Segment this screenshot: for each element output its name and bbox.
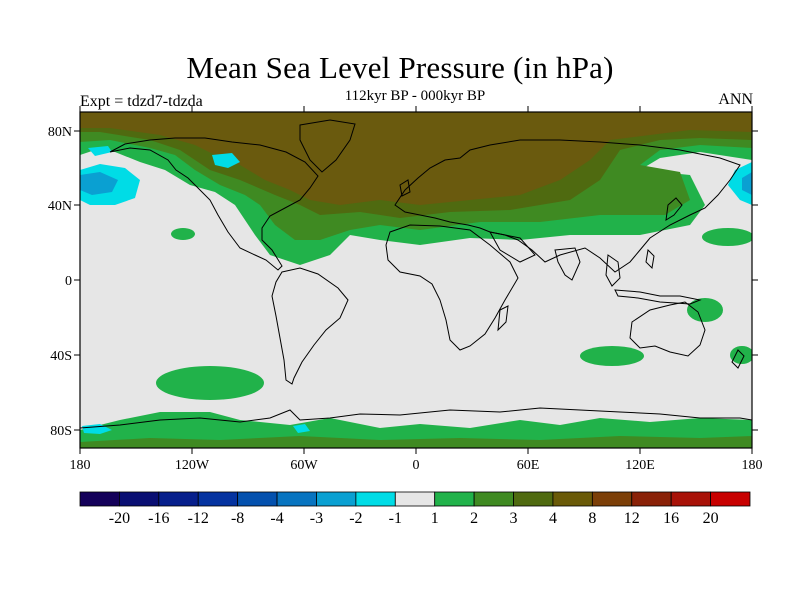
lat-axis: [74, 130, 758, 431]
colorbar-swatch: [237, 491, 278, 507]
map-title: Mean Sea Level Pressure (in hPa): [186, 50, 614, 85]
eurasia-coast: [394, 139, 741, 273]
colorbar-label: -20: [109, 510, 130, 527]
colorbar-label: -1: [389, 510, 402, 527]
colorbar-swatch: [552, 491, 593, 507]
colorbar-swatch: [158, 491, 199, 507]
colorbar-swatch: [394, 491, 436, 507]
se-asia-coast: [605, 254, 621, 287]
experiment-label: Expt = tdzd7-tdzda: [80, 93, 203, 110]
map-subtitle: 112kyr BP - 000kyr BP: [344, 88, 486, 104]
colorbar-label: 4: [549, 510, 557, 527]
greenland-coast: [299, 119, 356, 173]
colorbar-label: 2: [470, 510, 478, 527]
japan-coast: [665, 197, 683, 221]
colorbar-swatch: [434, 491, 475, 507]
lon-label-60e: 60E: [517, 458, 540, 473]
colorbar-label: 12: [624, 510, 640, 527]
indonesia-coast: [614, 289, 702, 305]
colorbar-label: -12: [188, 510, 209, 527]
colorbar-label: -8: [231, 510, 244, 527]
season-label: ANN: [718, 91, 753, 108]
north-pacific-low-core: [80, 172, 118, 195]
colorbar-label: -3: [310, 510, 323, 527]
colorbar-label: -2: [349, 510, 362, 527]
colorbar-swatch: [316, 491, 357, 507]
contour-field: [80, 112, 752, 448]
lon-label-180e: 180: [742, 458, 763, 473]
colorbar-swatch: [473, 491, 514, 507]
lon-axis: [79, 106, 753, 454]
colorbar-swatch: [197, 491, 239, 507]
arctic-brown: [80, 112, 752, 205]
lat-label-40n: 40N: [48, 199, 72, 214]
colorbar-swatch: [631, 491, 672, 507]
colorbar: [79, 491, 751, 507]
british-isles-coast: [399, 179, 411, 197]
colorbar-swatch: [119, 491, 160, 507]
colorbar-swatch: [591, 491, 633, 507]
hudson-low: [212, 153, 240, 168]
north-america-coast: [109, 137, 319, 271]
colorbar-swatch: [79, 491, 120, 507]
antarctic-green: [80, 436, 752, 448]
indonesia-patch: [687, 298, 723, 322]
colorbar-label: 20: [703, 510, 719, 527]
colorbar-swatch: [513, 491, 554, 507]
colorbar-label: 3: [510, 510, 518, 527]
colorbar-swatch: [710, 491, 751, 507]
india-coast: [554, 247, 581, 281]
pacific-patch-east: [702, 228, 752, 246]
lon-label-180w: 180: [70, 458, 91, 473]
lon-label-0: 0: [413, 458, 420, 473]
alaska-cyan: [88, 146, 112, 156]
south-pacific-patch: [156, 366, 264, 400]
antarctica-coast: [80, 407, 752, 429]
kamchatka-low: [728, 162, 752, 205]
new-zealand-coast: [731, 349, 745, 369]
philippines-coast: [645, 248, 655, 270]
sw-pacific-patch: [730, 346, 752, 364]
colorbar-labels: -20 -16 -12 -8 -4 -3 -2 -1 1 2 3 4 8 12 16 20: [109, 510, 719, 527]
africa-coast: [385, 224, 519, 351]
south-america-coast: [271, 267, 349, 385]
lat-label-0: 0: [65, 274, 72, 289]
colorbar-label: 1: [431, 510, 439, 527]
colorbar-label: -16: [148, 510, 169, 527]
colorbar-label: -4: [270, 510, 283, 527]
lat-label-40s: 40S: [50, 349, 72, 364]
lat-labels: 80N 40N 0 40S 80S: [48, 125, 72, 439]
indian-ocean-patch: [580, 346, 644, 366]
kamchatka-low-core: [742, 172, 752, 195]
coastlines: [80, 119, 752, 429]
lat-label-80n: 80N: [48, 125, 72, 140]
weddell-cyan: [293, 424, 310, 433]
colorbar-swatch: [355, 491, 396, 507]
lon-labels: 180 120W 60W 0 60E 120E 180: [70, 458, 763, 473]
colorbar-swatch: [670, 491, 711, 507]
lon-label-60w: 60W: [290, 458, 318, 473]
lon-label-120e: 120E: [625, 458, 655, 473]
colorbar-label: 8: [588, 510, 596, 527]
arabia-coast: [489, 231, 536, 263]
madagascar-coast: [497, 305, 509, 332]
colorbar-label: 16: [663, 510, 679, 527]
australia-coast: [629, 301, 706, 357]
lon-label-120w: 120W: [175, 458, 210, 473]
colorbar-swatch: [276, 491, 317, 507]
pacific-patch: [171, 228, 195, 240]
lat-label-80s: 80S: [50, 424, 72, 439]
